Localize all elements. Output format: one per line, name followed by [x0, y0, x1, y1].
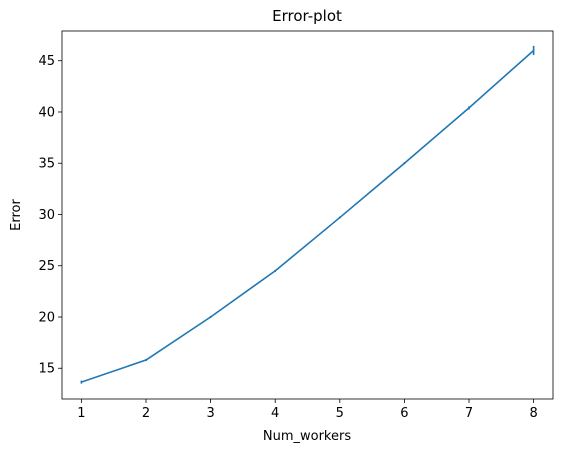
y-tick-label: 20	[38, 310, 55, 325]
y-tick-label: 40	[38, 105, 55, 120]
y-tick-label: 45	[38, 54, 55, 69]
data-point	[533, 49, 535, 52]
x-tick-label: 2	[142, 406, 150, 421]
data-point	[145, 359, 147, 361]
chart-title: Error-plot	[272, 7, 342, 25]
data-point	[339, 216, 341, 219]
y-axis-label: Error	[9, 199, 24, 231]
data-point	[80, 381, 82, 383]
y-tick-label: 25	[38, 259, 55, 274]
line-series	[80, 45, 535, 384]
data-point	[468, 107, 470, 109]
data-point	[403, 162, 406, 164]
x-tick-label: 4	[271, 406, 279, 421]
x-tick-label: 1	[77, 406, 85, 421]
x-tick-label: 7	[465, 406, 473, 421]
x-axis-ticks: 1 2 3 4 5 6 7 8	[77, 399, 538, 421]
x-tick-label: 8	[529, 406, 537, 421]
x-tick-label: 5	[336, 406, 344, 421]
x-axis-label: Num_workers	[263, 429, 351, 444]
y-tick-label: 35	[38, 157, 55, 172]
data-point	[209, 316, 212, 318]
y-tick-label: 30	[38, 208, 55, 223]
x-tick-label: 3	[206, 406, 214, 421]
y-tick-label: 15	[38, 362, 55, 377]
data-point	[274, 270, 276, 272]
series-line	[81, 49, 535, 383]
x-tick-label: 6	[400, 406, 408, 421]
y-axis-ticks: 15 20 25 30 35 40 45	[38, 54, 62, 377]
plot-area	[61, 30, 554, 400]
